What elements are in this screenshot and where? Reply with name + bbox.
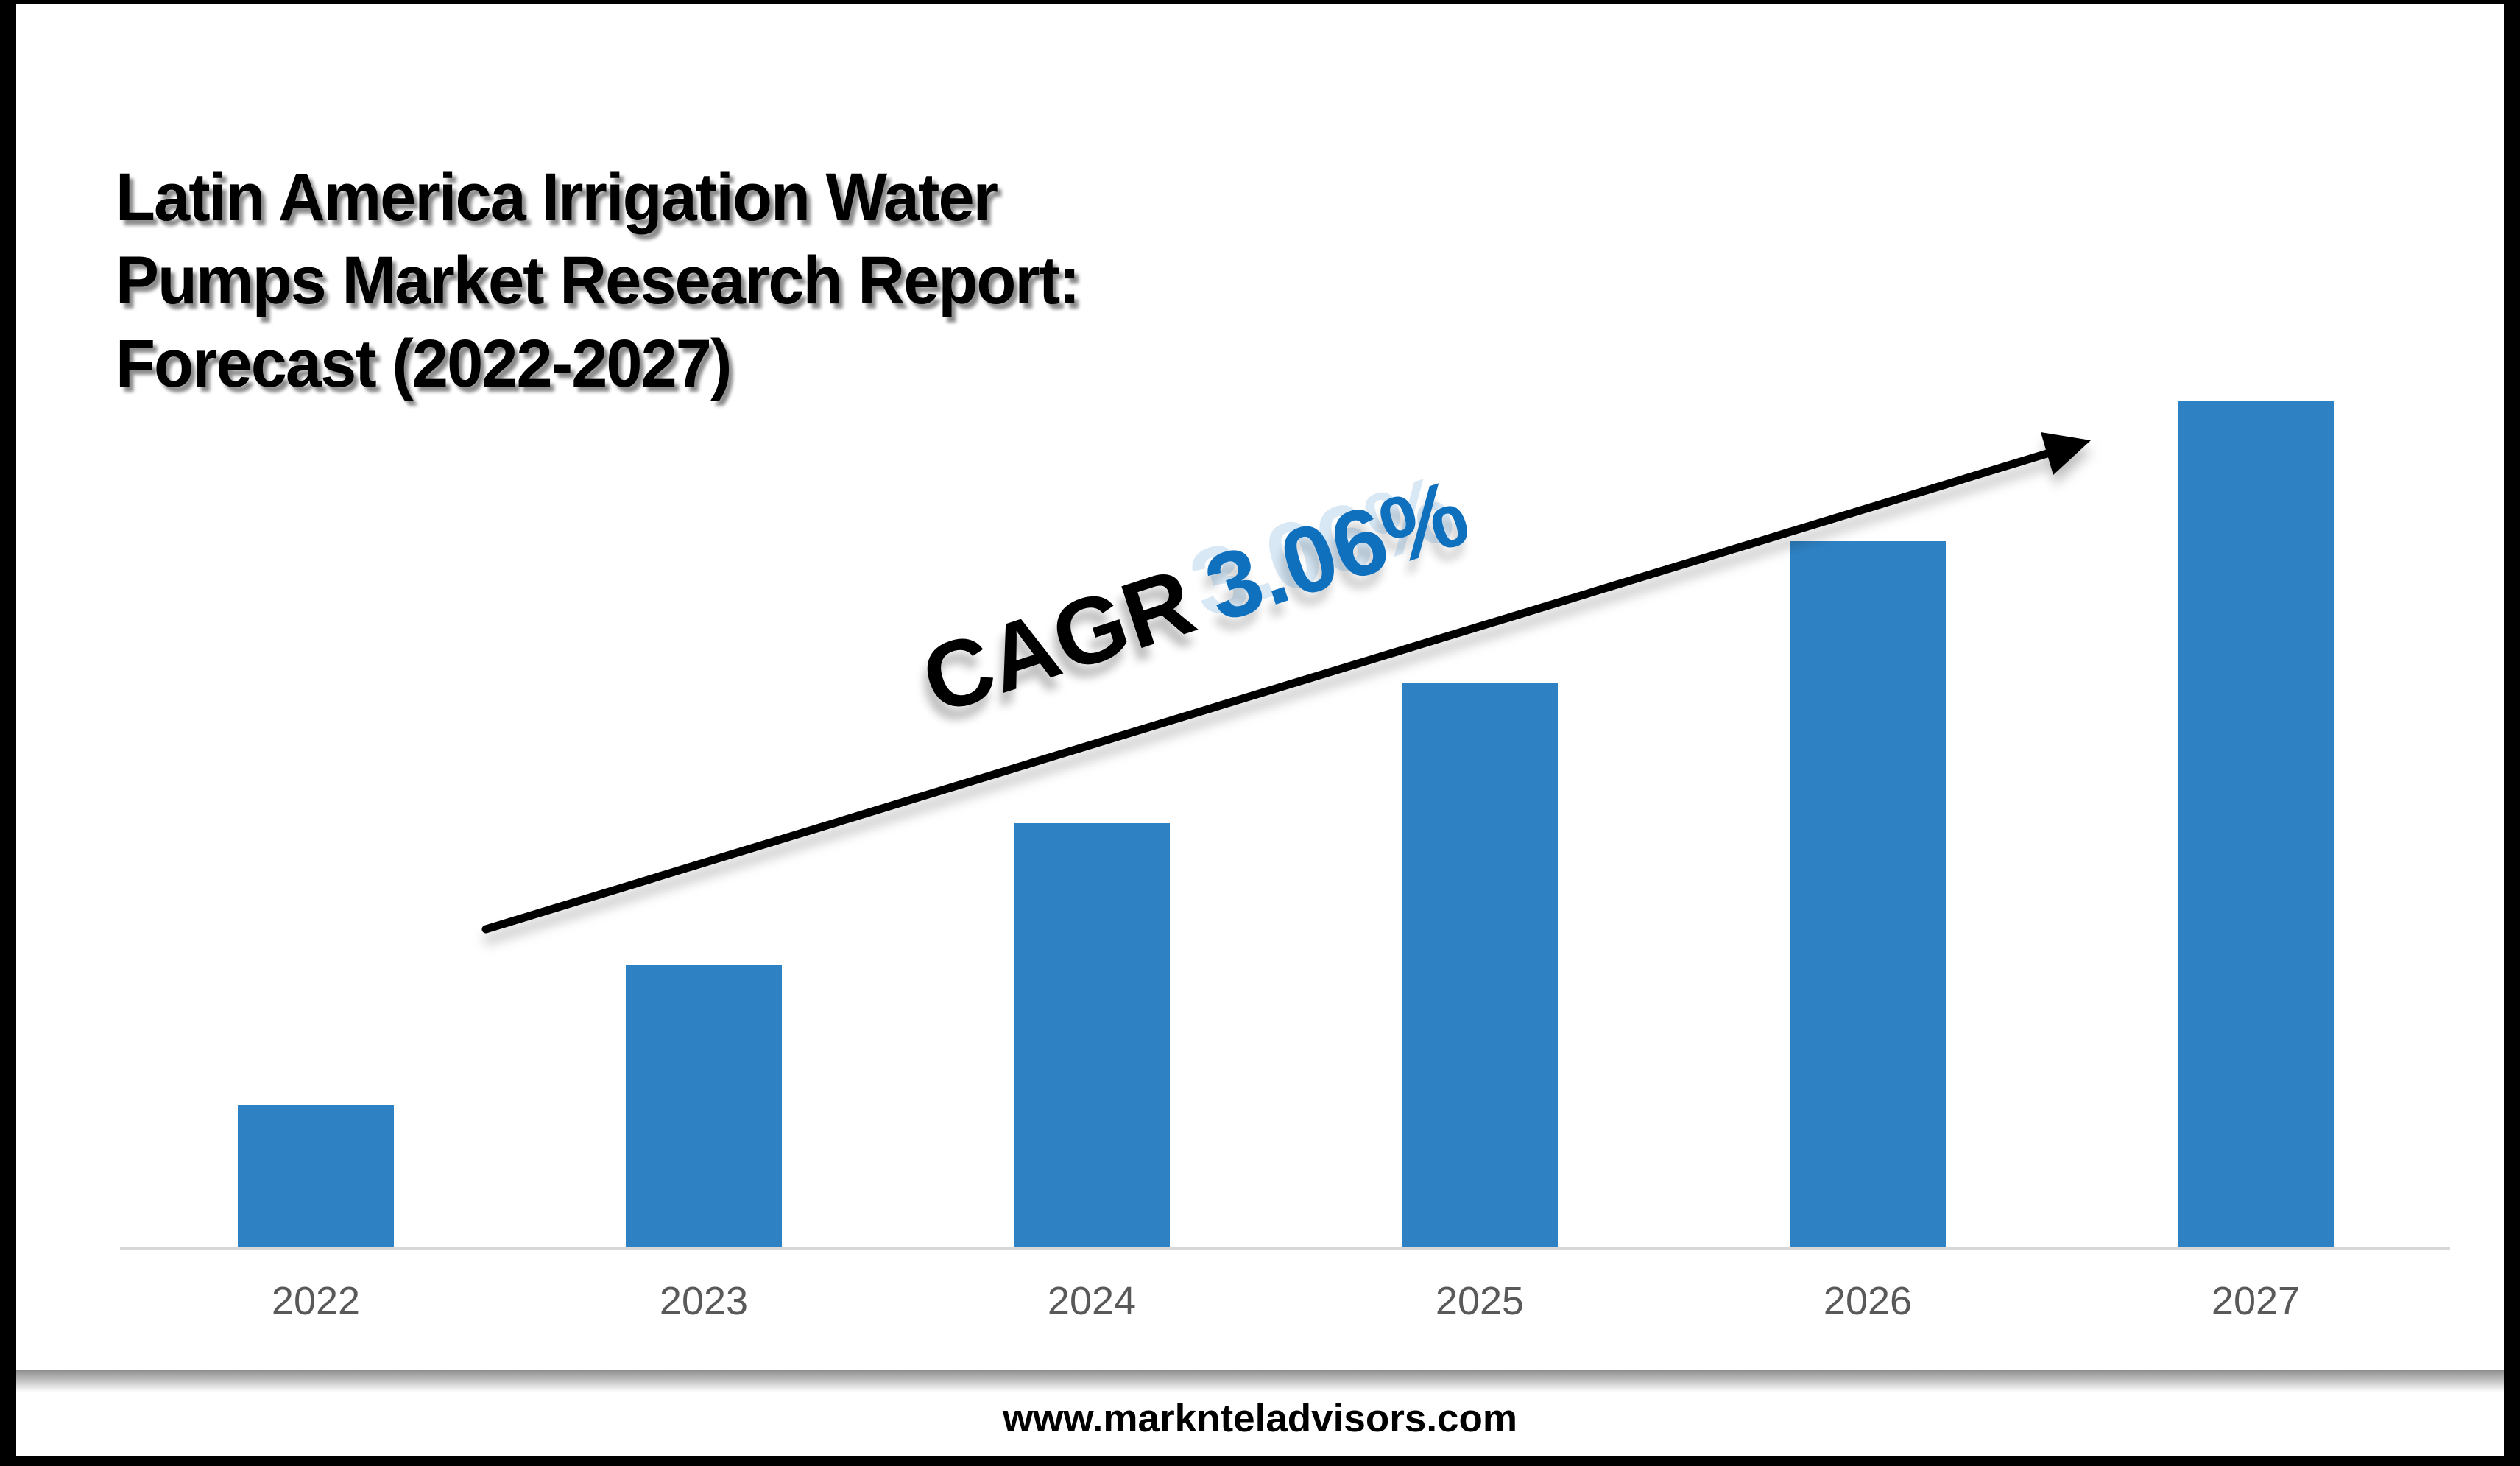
bar-2023 — [626, 965, 782, 1247]
cagr-label: CAGR — [910, 548, 1207, 735]
x-label-2023: 2023 — [659, 1279, 749, 1323]
x-label-2026: 2026 — [1823, 1279, 1913, 1323]
bar-2025 — [1402, 683, 1558, 1247]
footer-divider-gradient — [16, 1370, 2504, 1392]
bar-2022 — [238, 1105, 394, 1247]
chart-title-line-3: Forecast (2022-2027) — [116, 326, 732, 401]
chart-title-line-2: Pumps Market Research Report: — [116, 243, 1081, 318]
bar-2026 — [1790, 541, 1946, 1247]
x-label-2025: 2025 — [1435, 1279, 1525, 1323]
frame-border-bottom — [0, 1456, 2520, 1466]
bar-2024 — [1014, 823, 1170, 1247]
chart-title-line-1: Latin America Irrigation Water — [116, 160, 998, 235]
x-axis-line — [120, 1247, 2450, 1250]
footer-url: www.marknteladvisors.com — [1002, 1397, 1518, 1440]
frame-border-right — [2504, 0, 2520, 1466]
cagr-value: 3.06% — [1193, 459, 1480, 643]
x-label-2024: 2024 — [1047, 1279, 1137, 1323]
trend-arrow-head — [2041, 432, 2091, 475]
x-label-2027: 2027 — [2211, 1279, 2301, 1323]
x-label-2022: 2022 — [271, 1279, 361, 1323]
frame-border-left — [0, 0, 16, 1466]
bar-2027 — [2178, 401, 2334, 1247]
frame-border-top — [0, 0, 2520, 4]
chart-title: Latin America Irrigation Water Pumps Mar… — [116, 156, 1176, 406]
footer: www.marknteladvisors.com — [0, 1396, 2520, 1441]
cagr-annotation: CAGR3.06% — [910, 458, 1482, 738]
